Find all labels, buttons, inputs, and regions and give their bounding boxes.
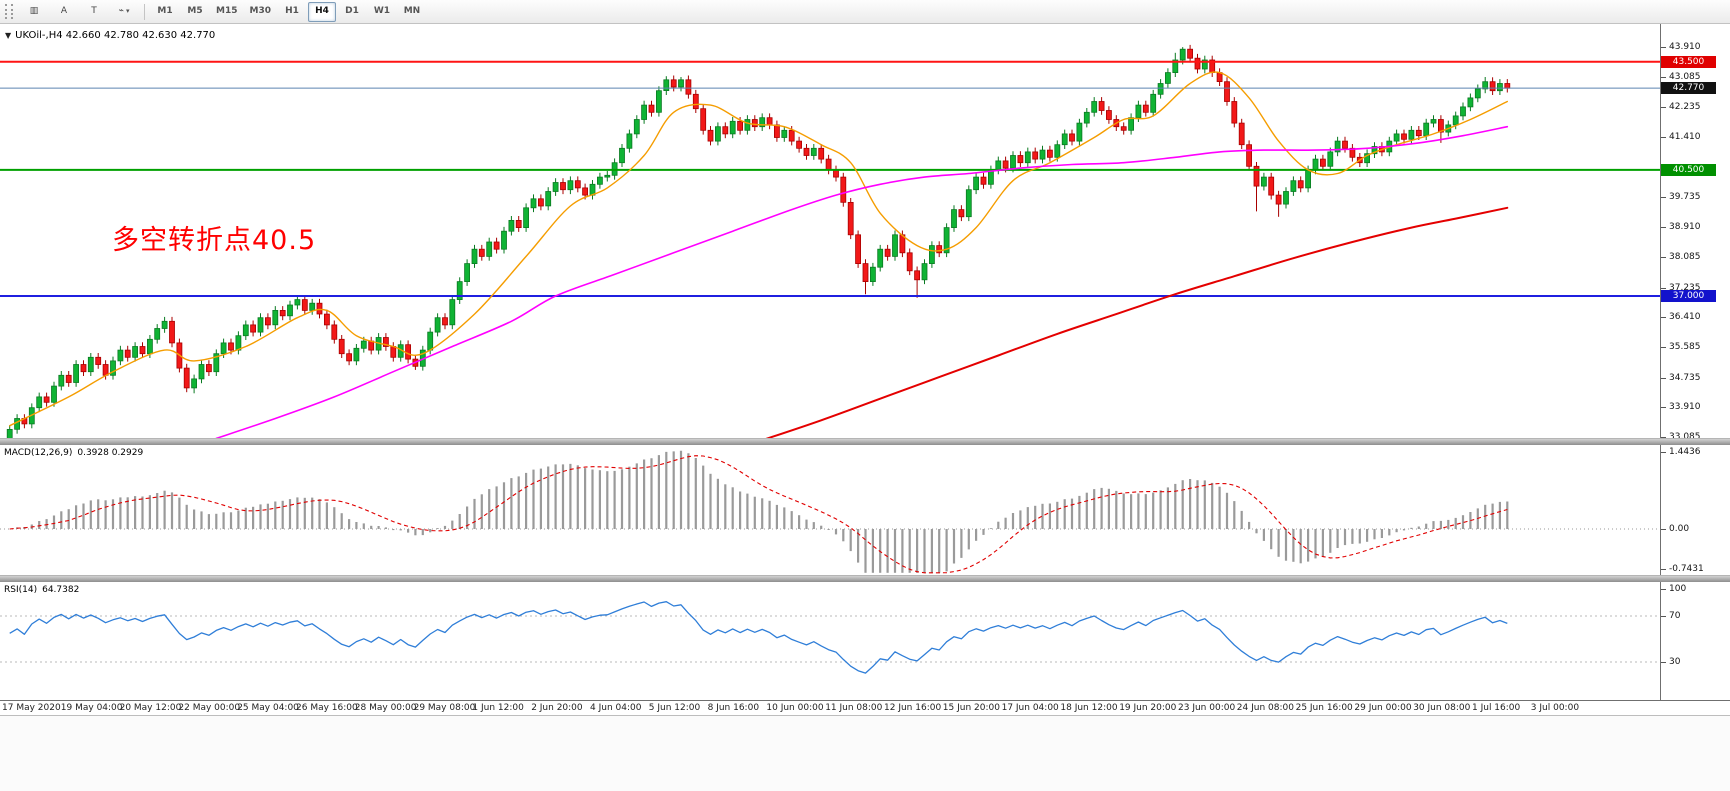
macd-panel[interactable]: MACD(12,26,9) 0.3928 0.2929 bbox=[0, 445, 1660, 575]
time-label: 8 Jun 16:00 bbox=[707, 703, 760, 713]
toolbar-icon-group: ▥ A T ⌁ ▾ bbox=[19, 2, 139, 22]
time-label: 12 Jun 16:00 bbox=[884, 703, 942, 713]
toolbar: ▥ A T ⌁ ▾ M1 M5 M15 M30 H1 H4 D1 W1 MN bbox=[0, 0, 1730, 24]
timeframe-m5-button[interactable]: M5 bbox=[187, 5, 203, 16]
rsi-tick-label: 70 bbox=[1660, 611, 1681, 621]
price-tick-label: 36.410 bbox=[1661, 312, 1701, 323]
time-label: 18 Jun 12:00 bbox=[1060, 703, 1118, 713]
time-label: 28 May 00:00 bbox=[354, 703, 417, 713]
rsi-chart-svg[interactable] bbox=[0, 582, 1660, 700]
collapse-triangle-icon[interactable]: ▼ bbox=[5, 31, 12, 40]
toolbar-separator bbox=[144, 3, 145, 20]
price-level-badge: 40.500 bbox=[1661, 163, 1716, 176]
price-tick-label: 43.085 bbox=[1661, 71, 1701, 82]
time-label: 2 Jun 20:00 bbox=[531, 703, 583, 713]
price-tick-label: 35.585 bbox=[1661, 342, 1701, 353]
macd-title: MACD(12,26,9) 0.3928 0.2929 bbox=[4, 448, 143, 458]
macd-axis[interactable]: 1.4436 0.00 -0.7431 bbox=[1660, 445, 1730, 575]
time-label: 30 Jun 08:00 bbox=[1413, 703, 1471, 713]
rsi-label: RSI(14) bbox=[4, 585, 38, 595]
price-tick-label: 33.085 bbox=[1661, 432, 1701, 442]
time-label: 29 May 08:00 bbox=[413, 703, 476, 713]
time-label: 23 Jun 00:00 bbox=[1178, 703, 1236, 713]
toolbar-drag-handle[interactable] bbox=[5, 4, 13, 19]
timeframe-button-group: M1 M5 M15 M30 H1 H4 D1 W1 MN bbox=[150, 1, 427, 22]
price-level-badge: 37.000 bbox=[1661, 290, 1716, 303]
time-label: 3 Jul 00:00 bbox=[1530, 703, 1580, 713]
time-axis[interactable]: 17 May 2020 19 May 04:00 20 May 12:00 22 Ma… bbox=[0, 700, 1730, 715]
price-axis[interactable]: 43.910 43.085 42.235 41.410 39.735 38.910 38.0… bbox=[1660, 24, 1730, 442]
bottom-empty-area bbox=[0, 715, 1730, 791]
time-label: 20 May 12:00 bbox=[119, 703, 182, 713]
rsi-value: 64.7382 bbox=[42, 585, 80, 595]
price-level-badge: 43.500 bbox=[1661, 55, 1716, 68]
time-label: 1 Jul 16:00 bbox=[1472, 703, 1521, 713]
price-tick-label: 37.235 bbox=[1661, 282, 1701, 293]
time-label: 11 Jun 08:00 bbox=[825, 703, 883, 713]
candlestick-chart-svg[interactable] bbox=[0, 24, 1660, 438]
time-label: 29 Jun 00:00 bbox=[1354, 703, 1412, 713]
price-tick-label: 38.910 bbox=[1661, 222, 1701, 233]
time-label: 26 May 16:00 bbox=[296, 703, 358, 713]
dropdown-caret-icon: ▾ bbox=[125, 6, 130, 15]
time-label: 25 Jun 16:00 bbox=[1295, 703, 1353, 713]
time-label: 1 Jun 12:00 bbox=[472, 703, 524, 713]
timeframe-h4-button[interactable]: H4 bbox=[307, 1, 336, 22]
price-tick-label: 43.910 bbox=[1661, 42, 1701, 53]
quick-tools-icon[interactable]: ⌁ ▾ bbox=[118, 5, 130, 16]
price-tick-label: 42.235 bbox=[1661, 102, 1701, 113]
timeframe-w1-button[interactable]: W1 bbox=[373, 5, 391, 16]
chart-symbol-period: UKOil-,H4 bbox=[15, 30, 63, 41]
timeframe-m1-button[interactable]: M1 bbox=[157, 5, 173, 16]
rsi-panel[interactable]: RSI(14) 64.7382 bbox=[0, 582, 1660, 700]
rsi-tick-label: 30 bbox=[1660, 657, 1681, 667]
price-tick-label: 38.085 bbox=[1661, 251, 1701, 262]
time-label: 17 May 2020 bbox=[2, 703, 61, 713]
chart-window-icon[interactable]: ▥ bbox=[29, 5, 39, 16]
panel-splitter[interactable] bbox=[0, 575, 1730, 582]
price-tick-label: 41.410 bbox=[1661, 132, 1701, 143]
timeframe-m15-button[interactable]: M15 bbox=[216, 5, 238, 16]
price-tick-label: 39.735 bbox=[1661, 192, 1701, 203]
price-tick-label: 34.735 bbox=[1661, 372, 1701, 383]
time-label: 22 May 00:00 bbox=[178, 703, 241, 713]
macd-chart-svg[interactable] bbox=[0, 445, 1660, 575]
time-label: 24 Jun 08:00 bbox=[1236, 703, 1294, 713]
text-tool-icon[interactable]: T bbox=[91, 5, 97, 16]
time-label: 10 Jun 00:00 bbox=[766, 703, 824, 713]
timeframe-mn-button[interactable]: MN bbox=[403, 5, 421, 16]
macd-tick-label: 1.4436 bbox=[1661, 447, 1701, 457]
chart-title: ▼ UKOil-,H4 42.660 42.780 42.630 42.770 bbox=[5, 30, 215, 41]
rsi-tick-label: 100 bbox=[1660, 584, 1687, 594]
timeframe-d1-button[interactable]: D1 bbox=[345, 5, 359, 16]
timeframe-h1-button[interactable]: H1 bbox=[285, 5, 299, 16]
timeframe-m30-button[interactable]: M30 bbox=[249, 5, 271, 16]
macd-label: MACD(12,26,9) bbox=[4, 448, 73, 458]
price-chart-panel[interactable]: ▼ UKOil-,H4 42.660 42.780 42.630 42.770 多… bbox=[0, 24, 1660, 438]
rsi-title: RSI(14) 64.7382 bbox=[4, 585, 79, 595]
time-label: 4 Jun 04:00 bbox=[590, 703, 642, 713]
chart-ohlc-values: 42.660 42.780 42.630 42.770 bbox=[65, 30, 216, 41]
time-label: 25 May 04:00 bbox=[237, 703, 299, 713]
time-label: 19 May 04:00 bbox=[60, 703, 123, 713]
macd-tick-label: -0.7431 bbox=[1661, 564, 1704, 574]
time-label: 5 Jun 12:00 bbox=[648, 703, 701, 713]
time-label: 19 Jun 20:00 bbox=[1119, 703, 1177, 713]
time-label: 15 Jun 20:00 bbox=[942, 703, 1000, 713]
panel-splitter[interactable] bbox=[0, 438, 1730, 445]
time-label: 17 Jun 04:00 bbox=[1001, 703, 1059, 713]
rsi-axis[interactable]: 100 70 30 bbox=[1660, 582, 1730, 700]
cursor-tool-icon[interactable]: A bbox=[60, 5, 68, 16]
price-level-badge: 42.770 bbox=[1661, 82, 1716, 95]
macd-values: 0.3928 0.2929 bbox=[77, 448, 144, 458]
price-tick-label: 33.910 bbox=[1661, 402, 1701, 413]
macd-tick-label: 0.00 bbox=[1660, 523, 1690, 534]
chart-annotation-text: 多空转折点40.5 bbox=[112, 225, 317, 256]
